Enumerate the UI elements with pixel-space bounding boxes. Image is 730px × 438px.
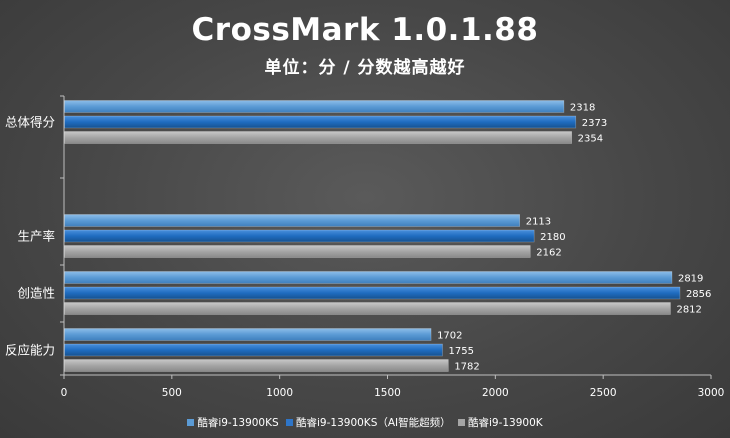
data-label-1-1: 2180 <box>540 232 565 243</box>
data-label-2-1: 2856 <box>686 289 711 300</box>
data-label-2-0: 2819 <box>678 273 703 284</box>
data-label-3-0: 1702 <box>437 330 462 341</box>
x-tick-label-0: 0 <box>61 387 68 399</box>
category-label-2: 创造性 <box>17 286 55 301</box>
legend-swatch-0 <box>187 419 195 426</box>
legend-label-1: 酷睿i9-13900KS（AI智能超频） <box>296 417 451 429</box>
data-label-0-0: 2318 <box>570 102 595 113</box>
bar-3-0 <box>64 328 432 341</box>
bar-2-1 <box>64 286 681 300</box>
legend-label-0: 酷睿i9-13900KS <box>197 417 279 429</box>
x-tick-label-6: 3000 <box>698 387 725 399</box>
bar-3-1 <box>64 343 443 357</box>
bar-2-0 <box>64 271 673 284</box>
data-label-0-2: 2354 <box>578 133 603 144</box>
data-label-1-0: 2113 <box>526 216 551 227</box>
data-label-1-2: 2162 <box>536 247 561 258</box>
bar-2-2 <box>64 302 671 315</box>
chart-subtitle: 单位：分 / 分数越高越好 <box>264 58 466 78</box>
data-label-3-1: 1755 <box>448 346 473 357</box>
bar-3-2 <box>64 359 449 372</box>
legend-label-2: 酷睿i9-13900K <box>467 417 543 429</box>
legend-item-1: 酷睿i9-13900KS（AI智能超频） <box>286 415 451 430</box>
data-label-0-1: 2373 <box>582 118 607 129</box>
x-tick-label-4: 2000 <box>482 387 509 399</box>
bar-1-1 <box>64 229 535 243</box>
category-label-0: 总体得分 <box>5 115 55 130</box>
legend: 酷睿i9-13900KS 酷睿i9-13900KS（AI智能超频） 酷睿i9-1… <box>0 415 730 430</box>
bar-0-1 <box>64 115 577 129</box>
x-tick-label-3: 1500 <box>374 387 401 399</box>
legend-swatch-1 <box>286 419 294 426</box>
legend-item-2: 酷睿i9-13900K <box>457 415 543 430</box>
chart-title: CrossMark 1.0.1.88 <box>191 12 539 48</box>
bar-0-0 <box>64 100 565 113</box>
x-tick-label-5: 2500 <box>590 387 617 399</box>
x-tick-label-2: 1000 <box>266 387 293 399</box>
x-tick-label-1: 500 <box>162 387 182 399</box>
category-label-1: 生产率 <box>17 229 55 244</box>
bar-1-2 <box>64 245 531 258</box>
data-label-3-2: 1782 <box>454 361 479 372</box>
bar-1-0 <box>64 214 521 227</box>
legend-item-0: 酷睿i9-13900KS <box>187 415 279 430</box>
data-label-2-2: 2812 <box>676 304 701 315</box>
category-label-3: 反应能力 <box>5 343 55 358</box>
bar-0-2 <box>64 131 572 144</box>
legend-swatch-2 <box>457 419 465 426</box>
